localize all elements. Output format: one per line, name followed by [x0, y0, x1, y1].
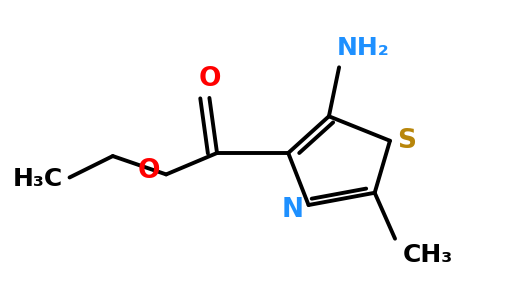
Text: NH₂: NH₂ [336, 36, 389, 60]
Text: N: N [282, 197, 304, 222]
Text: S: S [398, 128, 417, 154]
Text: CH₃: CH₃ [402, 243, 453, 267]
Text: H₃C: H₃C [13, 167, 63, 191]
Text: O: O [198, 66, 221, 92]
Text: O: O [138, 159, 160, 184]
